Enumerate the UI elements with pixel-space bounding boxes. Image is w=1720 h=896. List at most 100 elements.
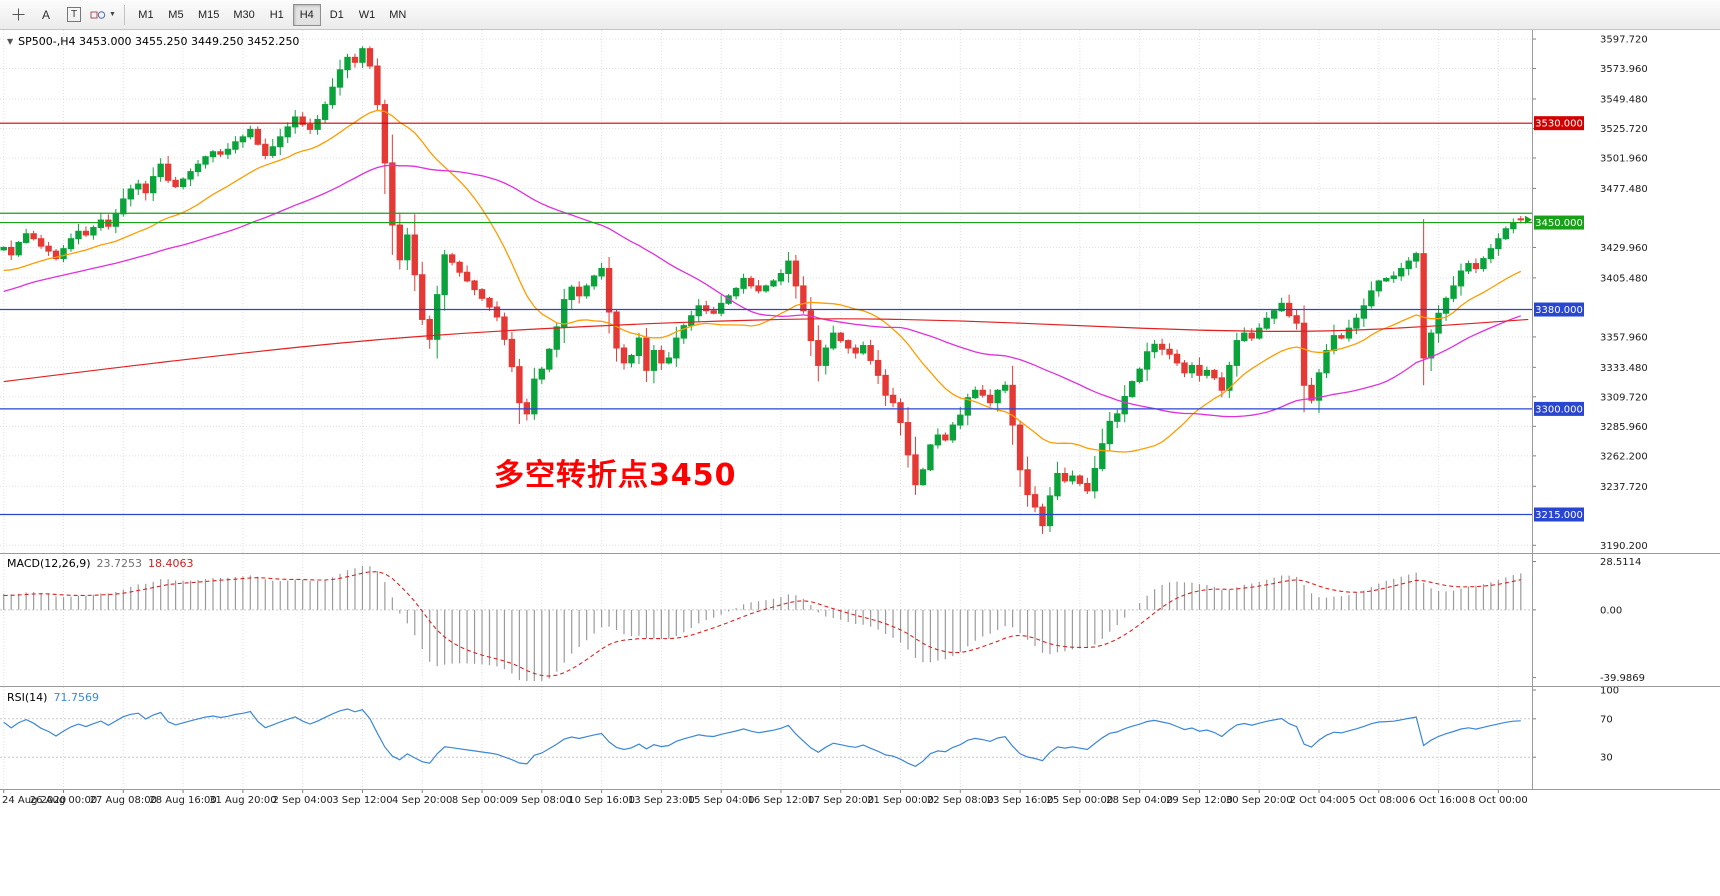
rsi-axis-label: 70	[1600, 714, 1613, 725]
time-axis-label: 8 Oct 00:00	[1469, 795, 1528, 806]
price-tick-label: 3549.480	[1600, 94, 1648, 105]
price-tick-label: 3237.720	[1600, 482, 1648, 493]
text-frame-tool-button[interactable]: T	[61, 3, 87, 27]
chart-title-text: SP500-,H4 3453.000 3455.250 3449.250 345…	[18, 35, 300, 48]
macd-axis-label: -39.9869	[1600, 673, 1645, 684]
time-axis-label: 21 Sep 00:00	[867, 795, 934, 806]
time-axis-label: 3 Sep 12:00	[332, 795, 392, 806]
macd-value-signal: 18.4063	[148, 557, 194, 570]
time-axis-label: 27 Aug 08:00	[90, 795, 157, 806]
rsi-name: RSI(14)	[7, 691, 48, 704]
price-label-text: 3215.000	[1535, 510, 1583, 521]
time-axis-label: 2 Oct 04:00	[1290, 795, 1349, 806]
chart-title: ▼ SP500-,H4 3453.000 3455.250 3449.250 3…	[7, 35, 299, 48]
shapes-icon	[90, 10, 106, 19]
ma-slow-line	[3, 318, 1529, 383]
price-tick-label: 3333.480	[1600, 363, 1648, 374]
macd-axis-label: 28.5114	[1600, 557, 1641, 568]
current-price-marker	[1525, 215, 1532, 224]
time-axis-label: 26 Aug 00:00	[30, 795, 97, 806]
price-label-text: 3450.000	[1535, 218, 1583, 229]
crosshair-icon	[12, 8, 24, 21]
price-label-text: 3300.000	[1535, 404, 1583, 415]
rsi-axis-label: 30	[1600, 753, 1613, 764]
time-axis-label: 5 Oct 08:00	[1349, 795, 1408, 806]
time-axis-label: 16 Sep 12:00	[748, 795, 815, 806]
time-axis-label: 25 Sep 00:00	[1046, 795, 1113, 806]
price-label-text: 3380.000	[1535, 305, 1583, 316]
toolbar-separator	[123, 4, 125, 25]
price-tick-label: 3285.960	[1600, 422, 1648, 433]
timeframe-button-m15[interactable]: M15	[192, 4, 225, 26]
price-label-box	[1534, 116, 1584, 131]
crosshair-tool-button[interactable]	[5, 3, 31, 27]
chart-annotation[interactable]: 多空转折点3450	[494, 458, 737, 493]
time-axis-label: 4 Sep 20:00	[392, 795, 452, 806]
timeframe-button-h4[interactable]: H4	[292, 3, 321, 26]
price-tick-label: 3190.200	[1600, 541, 1648, 552]
price-label-box	[1534, 401, 1584, 416]
candles-layer	[0, 46, 1524, 534]
timeframe-button-mn[interactable]: MN	[383, 4, 412, 26]
price-tick-label: 3405.480	[1600, 273, 1648, 284]
time-axis-label: 22 Sep 08:00	[927, 795, 994, 806]
time-axis-label: 13 Sep 23:00	[628, 795, 695, 806]
rsi-label: RSI(14) 71.7569	[7, 691, 99, 704]
price-tick-label: 3573.960	[1600, 64, 1648, 75]
indicators-layer	[3, 565, 1522, 767]
price-label-box	[1534, 302, 1584, 317]
timeframe-button-d1[interactable]: D1	[323, 4, 351, 26]
chevron-down-icon: ▼	[109, 11, 116, 18]
price-tick-label: 3309.720	[1600, 392, 1648, 403]
price-tick-label: 3597.720	[1600, 35, 1648, 46]
timeframe-button-m30[interactable]: M30	[227, 4, 260, 26]
macd-signal-line	[3, 571, 1521, 677]
time-axis-label: 23 Sep 16:00	[987, 795, 1054, 806]
time-axis-label: 29 Sep 12:00	[1166, 795, 1233, 806]
shapes-tool-button[interactable]: ▼	[89, 3, 117, 27]
moving-averages-layer	[3, 109, 1529, 453]
macd-label: MACD(12,26,9) 23.7253 18.4063	[7, 557, 194, 570]
time-axis-label: 10 Sep 16:00	[568, 795, 635, 806]
price-tick-label: 3357.960	[1600, 332, 1648, 343]
chart-area[interactable]: 24 Aug 2020 26 Aug 00:00 27 Aug 08:00 28 Au…	[0, 30, 1720, 896]
timeframe-button-m1[interactable]: M1	[132, 4, 160, 26]
price-tick-label: 3429.960	[1600, 243, 1648, 254]
time-axis-label: 28 Sep 04:00	[1106, 795, 1173, 806]
horizontal-lines-layer: 3530.000 3450.000 3380.000 3300.000 3215.000	[0, 116, 1584, 522]
time-axis-label: 30 Sep 20:00	[1226, 795, 1293, 806]
timeframe-button-m5[interactable]: M5	[162, 4, 190, 26]
expand-triangle-icon: ▼	[7, 37, 14, 46]
time-axis-label: 31 Aug 20:00	[209, 795, 276, 806]
text-tool-icon: A	[41, 7, 50, 22]
time-axis-label: 2 Sep 04:00	[272, 795, 332, 806]
price-tick-label: 3262.200	[1600, 451, 1648, 462]
time-axis-label: 28 Aug 16:00	[149, 795, 216, 806]
time-axis-label: 8 Sep 00:00	[452, 795, 512, 806]
macd-name: MACD(12,26,9)	[7, 557, 91, 570]
macd-axis-label: 0.00	[1600, 605, 1622, 616]
ma-fast-line	[3, 109, 1522, 453]
time-axis-label: 24 Aug 2020	[2, 795, 66, 806]
price-label-box	[1534, 215, 1584, 230]
price-label-text: 3530.000	[1535, 119, 1583, 130]
price-tick-label: 3477.480	[1600, 184, 1648, 195]
time-axis-label: 17 Sep 20:00	[807, 795, 874, 806]
rsi-line	[3, 708, 1521, 767]
macd-value-main: 23.7253	[96, 557, 143, 570]
price-label-box	[1534, 507, 1584, 522]
grid-layer	[0, 30, 1532, 789]
text-label-tool-button[interactable]: A	[33, 3, 59, 27]
timeframe-button-h1[interactable]: H1	[263, 4, 291, 26]
price-tick-label: 3525.720	[1600, 124, 1648, 135]
rsi-axis-label: 100	[1600, 686, 1619, 697]
price-tick-label: 3501.960	[1600, 154, 1648, 165]
timeframe-button-w1[interactable]: W1	[353, 4, 382, 26]
time-axis-label: 15 Sep 04:00	[688, 795, 755, 806]
toolbar: A T ▼ M1 M5 M15 M30 H1 H4 D1 W1 MN	[0, 0, 1720, 30]
ma-mid-line	[3, 164, 1522, 418]
time-axis-label: 6 Oct 16:00	[1409, 795, 1468, 806]
text-frame-icon: T	[66, 7, 82, 22]
